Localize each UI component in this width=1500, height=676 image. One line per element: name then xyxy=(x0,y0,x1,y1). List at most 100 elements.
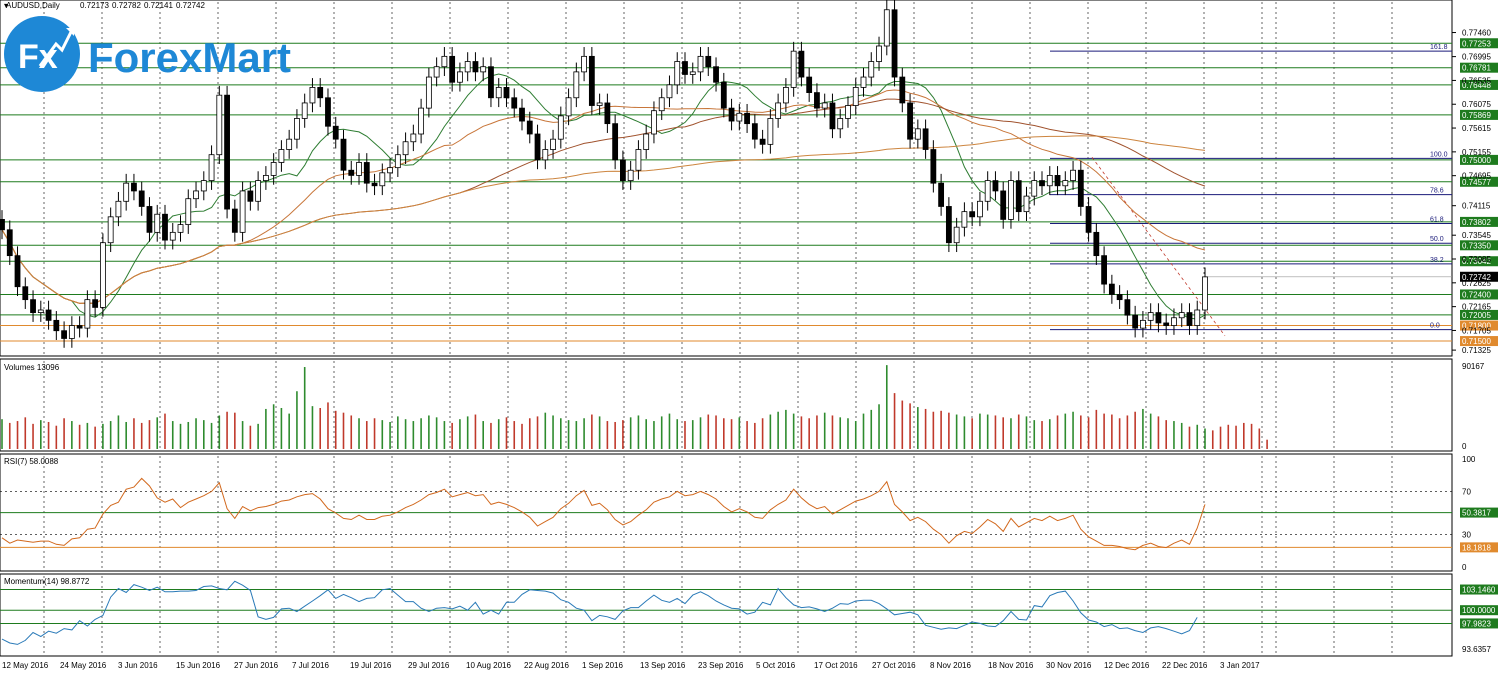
price-level-label: 0.72400 xyxy=(1462,290,1491,299)
candlesticks xyxy=(0,0,1208,348)
candle-body xyxy=(767,118,774,145)
candle-body xyxy=(790,50,797,88)
candle-body xyxy=(1070,169,1076,181)
candle-body xyxy=(806,76,813,93)
candle-body xyxy=(519,107,525,122)
candle-body xyxy=(876,45,882,62)
candle-body xyxy=(829,102,836,130)
candle-body xyxy=(526,120,533,135)
candle-body xyxy=(705,55,712,68)
header-high: 0.72782 xyxy=(112,1,141,10)
candle-body xyxy=(1132,314,1139,329)
price-level-badge xyxy=(1460,62,1498,73)
rsi-level-label: 18.1818 xyxy=(1462,543,1491,552)
candle-body xyxy=(503,87,510,99)
candle-body xyxy=(977,200,983,218)
momentum-tick-label: 93.6357 xyxy=(1462,645,1491,654)
candle-body xyxy=(1147,312,1154,321)
rsi-tick-label: 70 xyxy=(1462,487,1471,496)
candle-body xyxy=(1124,299,1131,316)
price-level-label: 0.74577 xyxy=(1462,178,1491,187)
candle-body xyxy=(798,50,805,78)
price-level-badge xyxy=(1460,154,1498,165)
candle-body xyxy=(1163,322,1170,326)
candle-body xyxy=(992,180,999,192)
price-tick-label: 0.72165 xyxy=(1462,303,1491,312)
price-level-badge xyxy=(1460,336,1498,347)
candle-body xyxy=(643,133,650,150)
candle-body xyxy=(410,133,417,143)
candle-body xyxy=(775,102,782,119)
candle-body xyxy=(488,66,494,99)
candle-body xyxy=(1046,175,1053,187)
candle-body xyxy=(573,71,580,99)
price-level-label: 0.77253 xyxy=(1462,39,1491,48)
candle-body xyxy=(1194,309,1201,326)
fibo-label: 50.0 xyxy=(1430,236,1444,243)
header-close: 0.72742 xyxy=(176,1,205,10)
candle-body xyxy=(565,97,572,117)
candle-body xyxy=(84,299,91,329)
price-level-label: 0.76448 xyxy=(1462,81,1491,90)
candle-body xyxy=(899,76,906,104)
fibo-label: 61.8 xyxy=(1430,217,1444,224)
fibo-label: 78.6 xyxy=(1430,188,1444,195)
price-axis: 0.77253 0.76781 0.76448 0.75869 0.75000 0.745… xyxy=(1452,29,1498,654)
candle-body xyxy=(891,9,898,78)
fibo-label: 100.0 xyxy=(1430,151,1448,158)
candle-body xyxy=(193,190,199,200)
candle-body xyxy=(1108,283,1115,295)
price-level-badge xyxy=(1460,320,1498,331)
candle-body xyxy=(1000,190,1007,220)
candle-body xyxy=(1054,175,1061,187)
candle-body xyxy=(1178,312,1185,319)
candle-body xyxy=(325,97,331,127)
candle-body xyxy=(1008,180,1014,220)
candle-body xyxy=(604,102,611,125)
price-tick-label: 0.74695 xyxy=(1462,172,1491,181)
price-level-badge xyxy=(1460,109,1498,120)
candle-body xyxy=(1062,180,1069,187)
price-tick-label: 0.73085 xyxy=(1462,255,1491,264)
x-tick-label: 30 Nov 2016 xyxy=(1046,661,1092,670)
price-level-badge xyxy=(1460,271,1498,282)
price-tick-label: 0.76075 xyxy=(1462,100,1491,109)
fibo-label: 38.2 xyxy=(1430,257,1444,264)
rsi-level-label: 50.3817 xyxy=(1462,509,1491,518)
candle-body xyxy=(938,182,945,207)
candle-body xyxy=(883,9,890,47)
x-tick-label: 7 Jul 2016 xyxy=(292,661,329,670)
x-tick-label: 19 Jul 2016 xyxy=(350,661,392,670)
candle-body xyxy=(751,123,758,140)
rsi-tick-label: 30 xyxy=(1462,531,1471,540)
candle-body xyxy=(53,319,60,332)
price-level-label: 0.71500 xyxy=(1462,337,1491,346)
candle-body xyxy=(394,154,401,169)
price-level-label: 0.76781 xyxy=(1462,64,1491,73)
price-level-label: 0.73802 xyxy=(1462,218,1491,227)
price-level-badge xyxy=(1460,38,1498,49)
candle-body xyxy=(837,118,844,130)
price-level-badge xyxy=(1460,79,1498,90)
candle-body xyxy=(169,231,176,241)
candle-body xyxy=(550,138,556,150)
candle-body xyxy=(37,309,44,313)
symbol-header: AUDUSD,Daily xyxy=(6,1,60,10)
candle-body xyxy=(658,97,665,112)
candle-body xyxy=(945,206,952,244)
candle-body xyxy=(177,224,184,233)
svg-text:Fx: Fx xyxy=(18,38,58,76)
x-tick-label: 29 Jul 2016 xyxy=(408,661,450,670)
candle-body xyxy=(930,149,937,184)
candle-body xyxy=(814,92,820,109)
candle-body xyxy=(969,211,976,218)
momentum-level-badge xyxy=(1460,605,1498,616)
candle-body xyxy=(317,87,324,99)
candle-body xyxy=(984,180,991,202)
candle-body xyxy=(736,112,743,122)
momentum-level-badge xyxy=(1460,584,1498,595)
price-tick-label: 0.73545 xyxy=(1462,231,1491,240)
rsi-level-badge xyxy=(1460,507,1498,518)
price-tick-label: 0.76995 xyxy=(1462,53,1491,62)
